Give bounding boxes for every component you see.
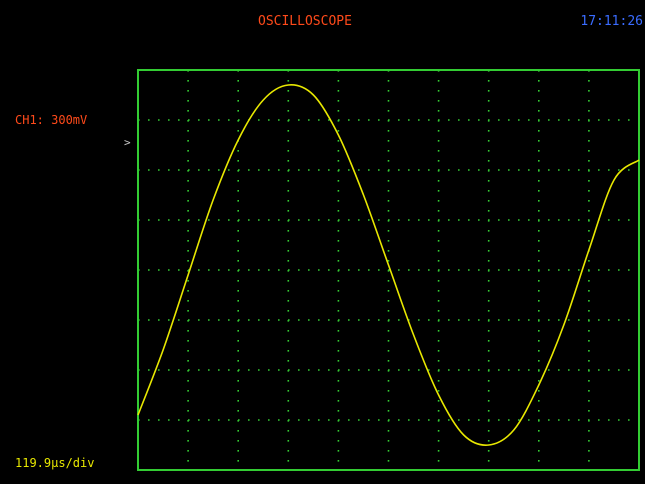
- graticule: [138, 70, 639, 470]
- timebase-label: 119.9μs/div: [15, 456, 95, 470]
- clock-display: 17:11:26: [580, 14, 643, 29]
- signal-trace: [137, 84, 640, 446]
- channel-offset-marker[interactable]: >: [124, 136, 131, 149]
- app-title: OSCILLOSCOPE: [258, 14, 352, 29]
- graticule-border: [137, 69, 640, 471]
- channel-scale-label: CH1: 300mV: [15, 113, 88, 127]
